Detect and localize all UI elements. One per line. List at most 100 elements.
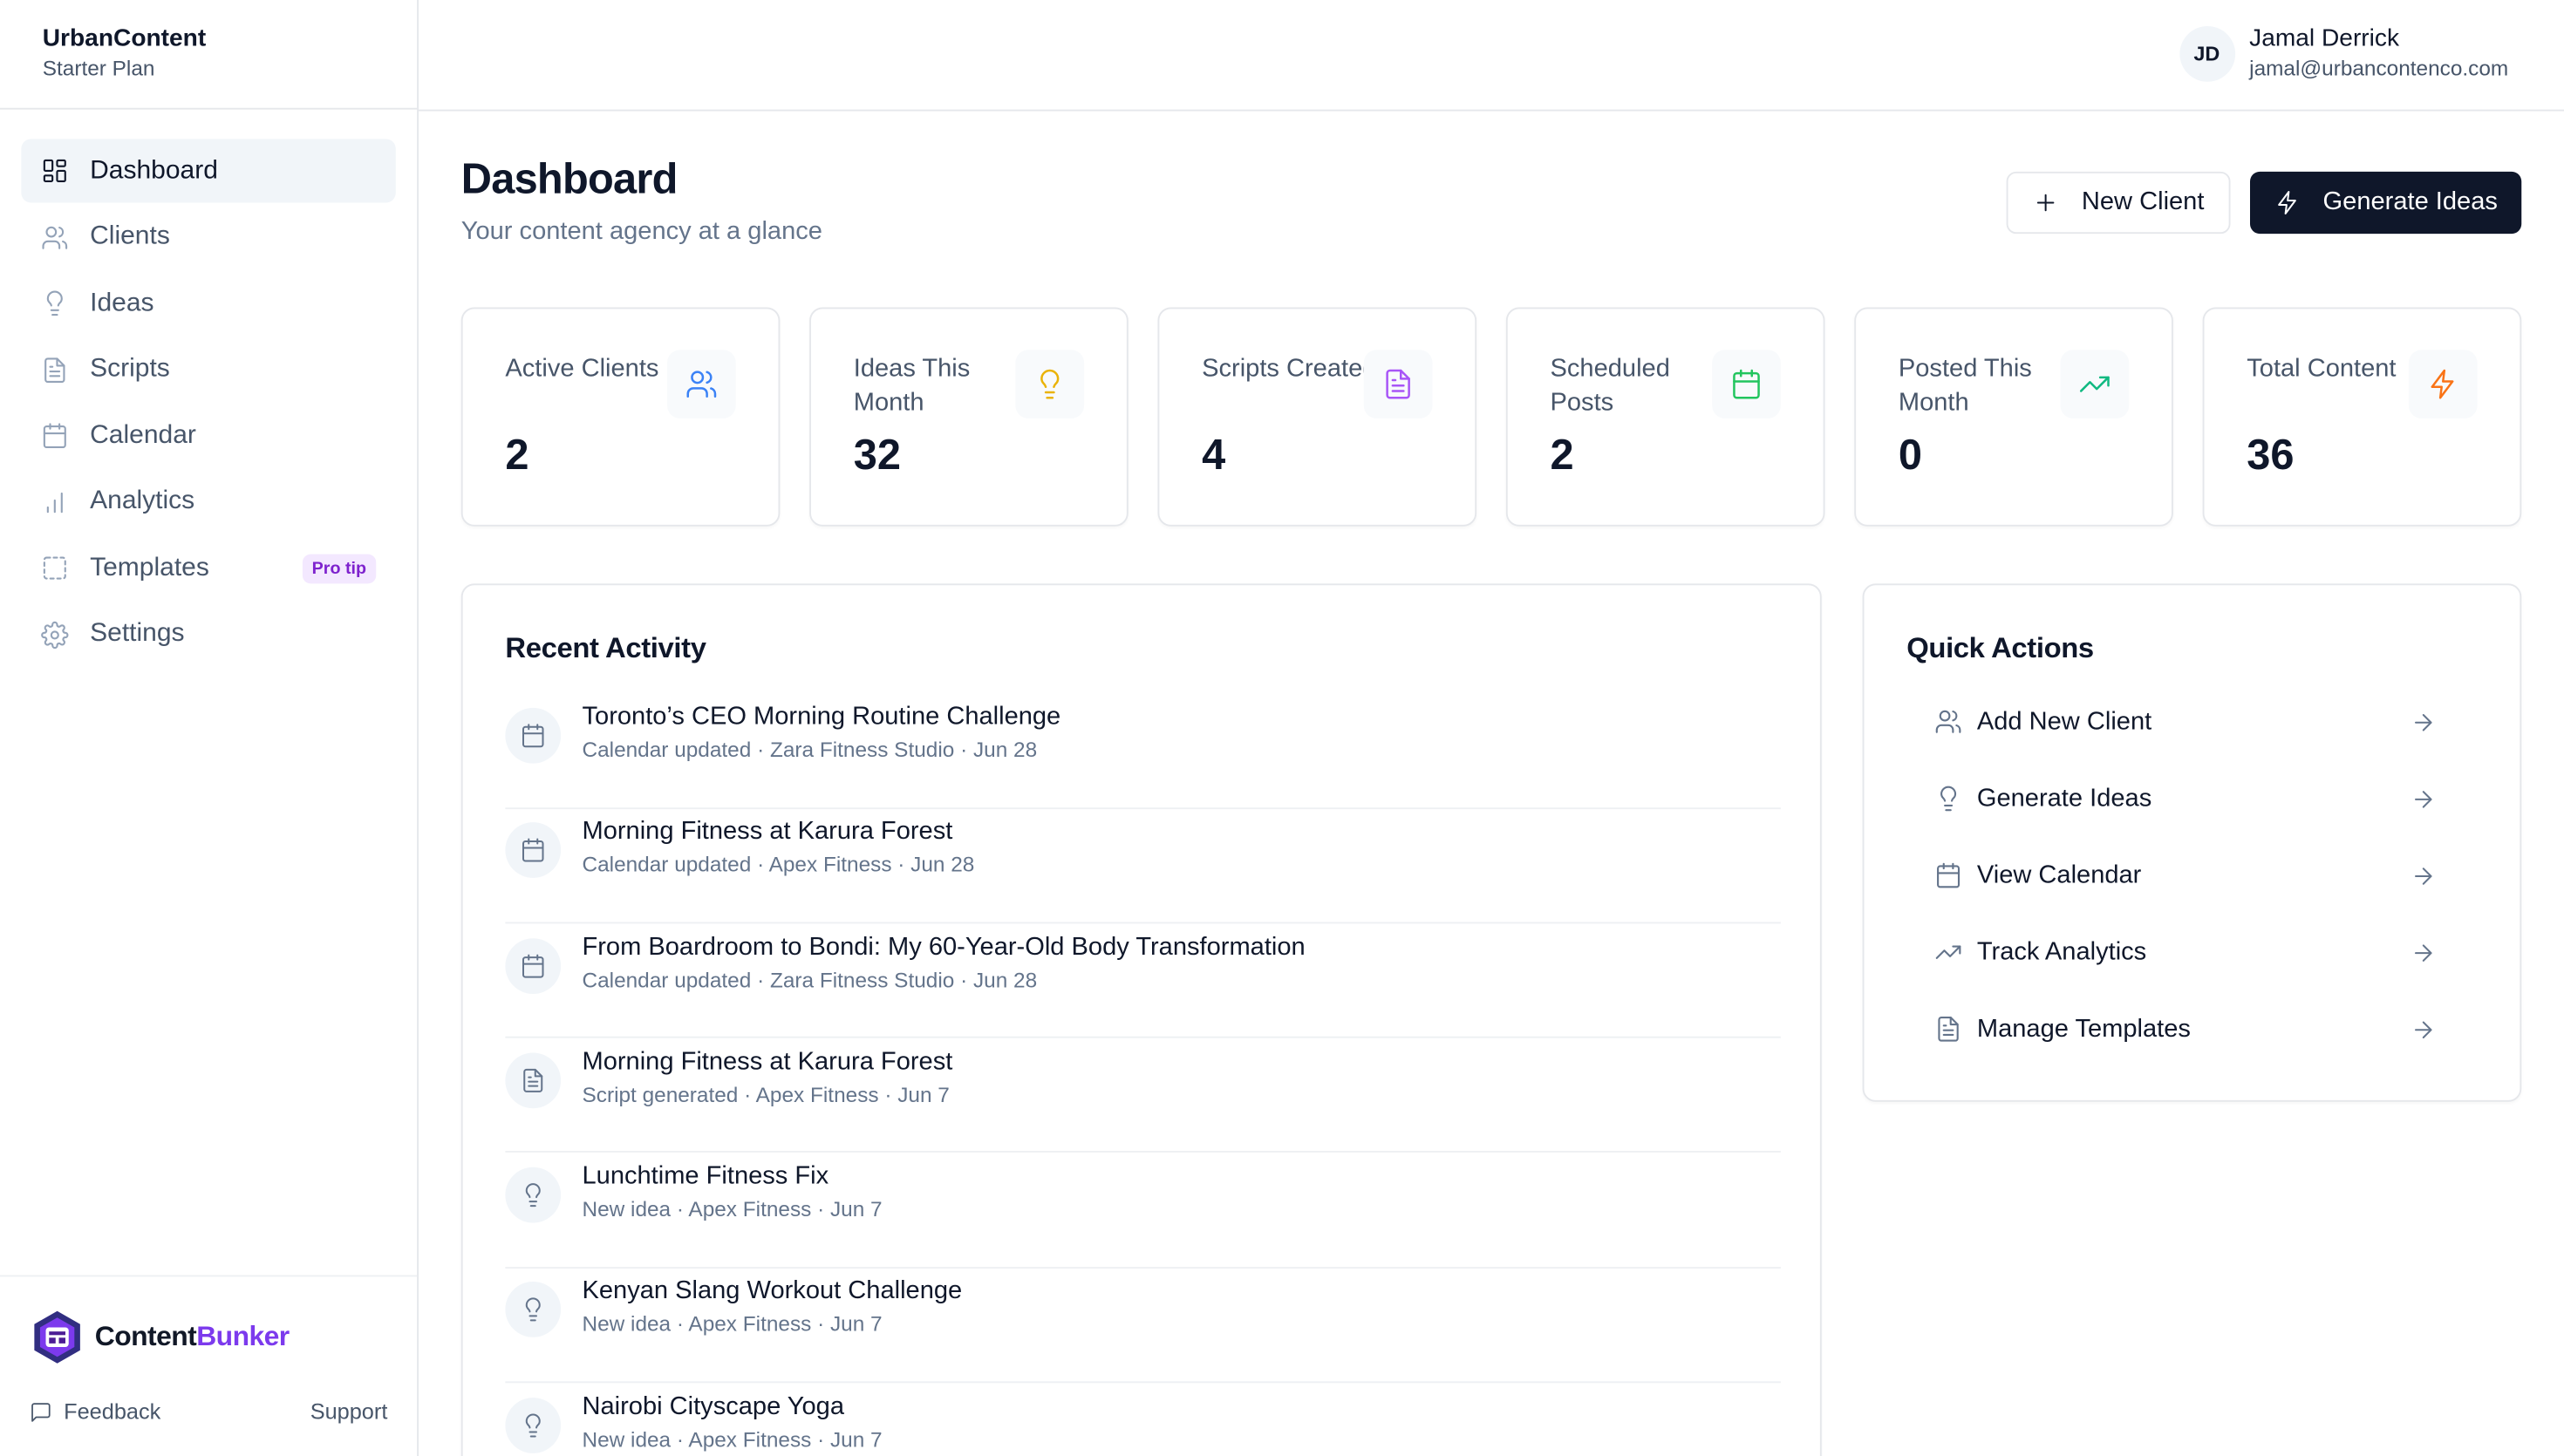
arrow-right-icon — [2415, 1020, 2432, 1038]
dashboard-icon — [43, 159, 66, 182]
stat-value: 32 — [853, 430, 901, 480]
user-email: jamal@urbancontenco.com — [2249, 55, 2509, 80]
lightbulb-icon — [46, 290, 63, 316]
activity-title: Toronto’s CEO Morning Routine Challenge — [582, 703, 1061, 731]
stat-card-posted-this-month: Posted This Month 0 — [1854, 307, 2173, 527]
activity-title: Morning Fitness at Karura Forest — [582, 818, 953, 846]
list-item[interactable]: Morning Fitness at Karura Forest Script … — [505, 1039, 1781, 1153]
stat-label: Active Clients — [505, 354, 659, 383]
calendar-icon — [1733, 369, 1760, 399]
sidebar-item-scripts[interactable]: Scripts — [21, 337, 395, 401]
document-icon — [1386, 369, 1410, 399]
sidebar-item-settings[interactable]: Settings — [21, 602, 395, 666]
stat-label: Total Content — [2247, 354, 2397, 383]
activity-title: Nairobi Cityscape Yoga — [582, 1392, 845, 1420]
quick-action-generate-ideas[interactable]: Generate Ideas — [1906, 760, 2479, 837]
quick-actions-list: Add New Client Generate Ideas View Calen… — [1906, 684, 2479, 1068]
sidebar-item-dashboard[interactable]: Dashboard — [21, 139, 396, 203]
activity-icon-circle — [505, 937, 562, 994]
arrow-right-icon — [2415, 943, 2432, 961]
user-menu[interactable]: JD Jamal Derrick jamal@urbancontenco.com — [2179, 24, 2508, 84]
list-item[interactable]: Kenyan Slang Workout Challenge New idea … — [505, 1269, 1781, 1384]
list-item[interactable]: From Boardroom to Bondi: My 60-Year-Old … — [505, 924, 1781, 1038]
list-item[interactable]: Lunchtime Fitness Fix New idea · Apex Fi… — [505, 1154, 1781, 1269]
stat-card-active-clients: Active Clients 2 — [460, 307, 781, 527]
calendar-icon — [522, 953, 544, 977]
trending-up-icon — [2080, 376, 2110, 392]
sidebar-item-label: Templates — [90, 553, 209, 582]
quick-action-track-analytics[interactable]: Track Analytics — [1906, 914, 2479, 990]
sidebar-item-label: Calendar — [90, 420, 196, 449]
stat-card-scripts-created: Scripts Created 4 — [1157, 307, 1477, 527]
feedback-link[interactable]: Feedback — [30, 1399, 161, 1425]
activity-meta: New idea · Apex Fitness · Jun 7 — [582, 1311, 883, 1337]
activity-meta: Script generated · Apex Fitness · Jun 7 — [582, 1082, 950, 1107]
new-client-label: New Client — [2081, 187, 2205, 216]
activity-list: Toronto’s CEO Morning Routine Challenge … — [505, 695, 1781, 1456]
lightning-icon — [2431, 369, 2454, 399]
stat-icon-box — [1712, 350, 1781, 418]
sidebar-item-label: Clients — [90, 222, 170, 250]
generate-ideas-button[interactable]: Generate Ideas — [2250, 171, 2522, 235]
user-name: Jamal Derrick — [2249, 24, 2400, 52]
lightbulb-icon — [1040, 369, 1060, 399]
sidebar-item-ideas[interactable]: Ideas — [21, 271, 395, 335]
quick-action-label: Add New Client — [1976, 706, 2152, 735]
stat-card-ideas-this-month: Ideas This Month 32 — [809, 307, 1129, 527]
sidebar-item-label: Analytics — [90, 486, 195, 515]
activity-meta: Calendar updated · Apex Fitness · Jun 28 — [582, 852, 975, 877]
stat-card-scheduled-posts: Scheduled Posts 2 — [1505, 307, 1825, 527]
contentbunker-logo[interactable]: ContentBunker — [30, 1310, 290, 1365]
stat-value: 36 — [2247, 430, 2295, 480]
stat-card-total-content: Total Content 36 — [2202, 307, 2522, 527]
sidebar-item-calendar[interactable]: Calendar — [21, 404, 395, 467]
sidebar-item-label: Scripts — [90, 354, 170, 383]
activity-icon-circle — [505, 1167, 562, 1223]
logo-text: ContentBunker — [95, 1321, 290, 1354]
document-icon — [1938, 1016, 1959, 1042]
calendar-icon — [522, 724, 544, 748]
activity-meta: New idea · Apex Fitness · Jun 7 — [582, 1426, 883, 1452]
gear-icon — [41, 620, 69, 649]
calendar-icon — [522, 839, 544, 863]
quick-action-label: View Calendar — [1976, 861, 2142, 889]
quick-action-view-calendar[interactable]: View Calendar — [1906, 837, 2479, 914]
document-icon — [44, 357, 65, 383]
arrow-right-icon — [2415, 713, 2432, 731]
list-item[interactable]: Toronto’s CEO Morning Routine Challenge … — [505, 695, 1781, 809]
lightbulb-icon — [1940, 786, 1957, 812]
lightning-icon — [2277, 191, 2296, 214]
sidebar-footer: ContentBunker Feedback Support — [0, 1275, 418, 1456]
sidebar-item-analytics[interactable]: Analytics — [21, 470, 395, 534]
recent-activity-title: Recent Activity — [505, 630, 706, 664]
lightbulb-icon — [525, 1183, 541, 1208]
workspace-brand[interactable]: UrbanContent Starter Plan — [0, 0, 418, 110]
logo-text-bunker: Bunker — [196, 1321, 290, 1352]
sidebar-item-label: Settings — [90, 619, 185, 648]
support-link[interactable]: Support — [310, 1399, 388, 1425]
document-icon — [523, 1068, 543, 1092]
stat-icon-box — [667, 350, 736, 418]
lightbulb-icon — [525, 1298, 541, 1323]
feedback-label: Feedback — [64, 1399, 161, 1425]
stat-label: Ideas This Month — [853, 354, 971, 418]
sidebar-item-templates[interactable]: Templates Pro tip — [21, 536, 395, 600]
sidebar-item-clients[interactable]: Clients — [21, 205, 395, 269]
bar-chart-icon — [46, 491, 63, 513]
list-item[interactable]: Nairobi Cityscape Yoga New idea · Apex F… — [505, 1385, 1781, 1456]
quick-action-add-new-client[interactable]: Add New Client — [1906, 684, 2479, 760]
workspace-name: UrbanContent — [42, 24, 207, 52]
template-icon — [43, 556, 66, 580]
generate-ideas-label: Generate Ideas — [2322, 187, 2498, 216]
logo-text-content: Content — [94, 1321, 197, 1352]
new-client-button[interactable]: New Client — [2006, 171, 2231, 235]
avatar: JD — [2179, 26, 2235, 82]
list-item[interactable]: Morning Fitness at Karura Forest Calenda… — [505, 810, 1781, 923]
activity-icon-circle — [505, 822, 562, 879]
activity-icon-circle — [505, 1052, 562, 1109]
user-info: Jamal Derrick jamal@urbancontenco.com — [2249, 24, 2508, 84]
arrow-right-icon — [2415, 790, 2432, 807]
quick-action-manage-templates[interactable]: Manage Templates — [1906, 990, 2479, 1067]
activity-icon-circle — [505, 707, 562, 764]
